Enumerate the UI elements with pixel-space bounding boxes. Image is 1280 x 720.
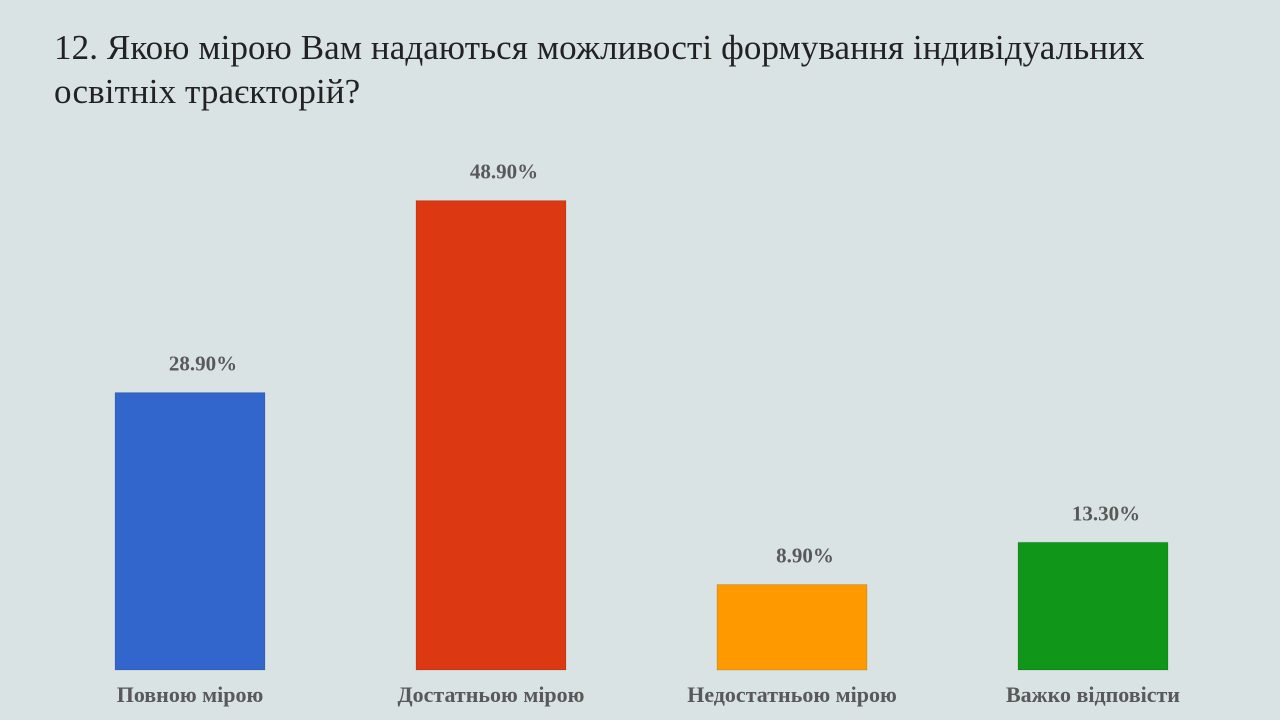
category-label-3: Недостатньою мірою [687,682,897,707]
category-label-4: Важко відповісти [1006,682,1180,707]
value-label-1: 28.90% [169,352,237,376]
category-label-2: Достатньою мірою [398,682,585,707]
bar-1 [114,392,266,671]
category-label-1: Повною мірою [117,682,264,707]
bar-3 [716,584,868,671]
page-title: 12. Якою мірою Вам надаються можливості … [54,28,1145,111]
value-label-2: 48.90% [470,160,538,184]
value-label-4: 13.30% [1072,501,1140,525]
bar-2 [415,200,567,671]
bar-4 [1017,541,1169,671]
value-label-3: 8.90% [776,544,834,568]
